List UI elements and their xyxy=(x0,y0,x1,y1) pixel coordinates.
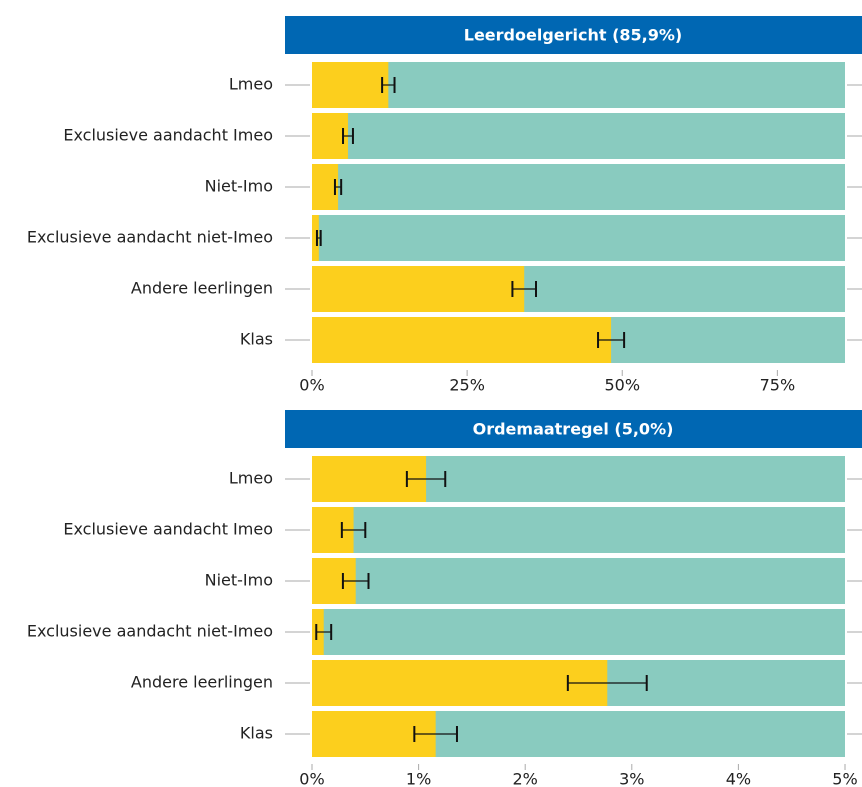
category-label: Exclusieve aandacht niet-Imeo xyxy=(27,228,273,247)
category-label: Andere leerlingen xyxy=(131,279,273,298)
error-bar xyxy=(381,77,396,93)
error-bar xyxy=(340,522,367,538)
error-bar xyxy=(405,471,447,487)
category-label: Lmeo xyxy=(229,75,273,94)
x-tick-label: 4% xyxy=(726,770,751,787)
bar xyxy=(312,113,348,159)
panel-header xyxy=(285,410,862,448)
x-tick-label: 1% xyxy=(406,770,431,787)
bar-background xyxy=(312,558,845,604)
category-label: Exclusieve aandacht niet-Imeo xyxy=(27,622,273,641)
category-label: Klas xyxy=(240,330,273,349)
bar xyxy=(312,660,608,706)
x-tick-label: 5% xyxy=(832,770,857,787)
category-label: Niet-Imo xyxy=(205,177,273,196)
x-tick-label: 50% xyxy=(604,376,640,395)
error-bar xyxy=(511,281,537,297)
panel-title: Ordemaatregel (5,0%) xyxy=(473,420,674,439)
panel-title: Leerdoelgericht (85,9%) xyxy=(464,26,682,45)
bar xyxy=(312,62,389,108)
error-bar xyxy=(341,573,370,589)
x-tick-label: 2% xyxy=(513,770,538,787)
error-bar xyxy=(333,179,343,195)
bar xyxy=(312,317,612,363)
x-tick-label: 75% xyxy=(760,376,796,395)
category-label: Exclusieve aandacht Imeo xyxy=(63,520,273,539)
error-bar xyxy=(413,726,458,742)
bar-background xyxy=(312,164,845,210)
error-bar xyxy=(566,675,648,691)
category-label: Andere leerlingen xyxy=(131,673,273,692)
x-tick-label: 25% xyxy=(449,376,485,395)
bar xyxy=(312,266,525,312)
bar xyxy=(312,215,319,261)
error-bar xyxy=(597,332,626,348)
bar-background xyxy=(312,609,845,655)
category-label: Klas xyxy=(240,724,273,743)
bar-background xyxy=(312,113,845,159)
category-label: Exclusieve aandacht Imeo xyxy=(63,126,273,145)
x-tick-label: 0% xyxy=(299,376,324,395)
category-label: Lmeo xyxy=(229,469,273,488)
bar xyxy=(312,164,339,210)
error-bar xyxy=(315,624,333,640)
x-tick-label: 3% xyxy=(619,770,644,787)
bar-background xyxy=(312,507,845,553)
error-bar xyxy=(315,230,322,246)
bar-background xyxy=(312,62,845,108)
x-tick-label: 0% xyxy=(299,770,324,787)
bar-background xyxy=(312,215,845,261)
panel-header xyxy=(285,16,862,54)
category-label: Niet-Imo xyxy=(205,571,273,590)
error-bar xyxy=(342,128,354,144)
